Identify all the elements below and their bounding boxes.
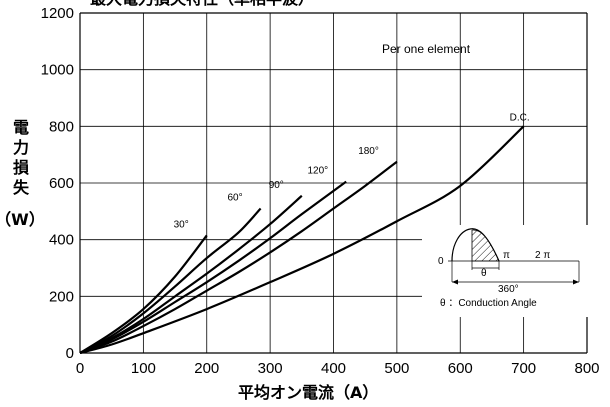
inset-arrowhead-left	[452, 279, 458, 285]
series-line	[79, 234, 208, 354]
chart-title: 最大電力損失特性（単相半波）	[90, 0, 314, 8]
series-line	[79, 194, 303, 354]
x-tick-label: 600	[448, 360, 473, 377]
x-tick-label: 100	[131, 360, 156, 377]
x-tick-label: 800	[574, 360, 599, 377]
series-label: D.C.	[510, 112, 530, 123]
x-tick-label: 700	[511, 360, 536, 377]
y-axis-label-line: （W）	[0, 210, 45, 229]
series-line	[79, 180, 347, 355]
inset-theta-label: θ	[481, 268, 487, 279]
y-tick-label: 1200	[41, 5, 74, 22]
series-label: 90°	[269, 180, 284, 191]
series-label: 30°	[174, 219, 189, 230]
inset-zero-label: 0	[438, 256, 444, 267]
y-axis-label-line: 失	[13, 178, 30, 197]
x-tick-label: 0	[76, 360, 84, 377]
inset-360-label: 360°	[498, 284, 519, 295]
x-axis-label: 平均オン電流（A）	[238, 383, 378, 402]
tick-labels: 0 100 200 300 400 500 600 700 800 0 200 400 600 800 10…	[41, 5, 600, 377]
per-element-annotation: Per one element	[382, 42, 471, 56]
y-tick-label: 0	[66, 345, 74, 362]
y-axis-label-line: 電	[13, 118, 29, 137]
x-tick-label: 500	[384, 360, 409, 377]
y-axis-label-line: 損	[13, 158, 30, 177]
x-tick-label: 200	[194, 360, 219, 377]
series-labels: 30° 60° 90° 120° 180° D.C.	[174, 112, 530, 230]
series-line	[79, 125, 525, 355]
y-tick-label: 200	[49, 288, 74, 305]
inset-hatched-area	[471, 229, 500, 262]
y-tick-label: 400	[49, 232, 74, 249]
inset-two-pi-label: 2 π	[535, 250, 550, 261]
y-axis-label-line: 力	[13, 138, 29, 157]
conduction-angle-inset: 0 π 2 π θ 360° θ ：Conduction Angle	[422, 225, 590, 317]
series-line	[79, 207, 262, 354]
y-tick-label: 800	[49, 118, 74, 135]
series-line	[79, 160, 398, 355]
inset-pi-label: π	[503, 250, 510, 261]
inset-caption: θ ：Conduction Angle	[440, 298, 537, 309]
series-label: 60°	[227, 193, 242, 204]
inset-arrowhead-right	[573, 279, 579, 285]
y-tick-label: 600	[49, 175, 74, 192]
series-curves	[79, 125, 525, 355]
series-label: 120°	[307, 166, 328, 177]
x-tick-label: 400	[321, 360, 346, 377]
x-tick-label: 300	[258, 360, 283, 377]
series-label: 180°	[358, 146, 379, 157]
y-tick-label: 1000	[41, 62, 74, 79]
